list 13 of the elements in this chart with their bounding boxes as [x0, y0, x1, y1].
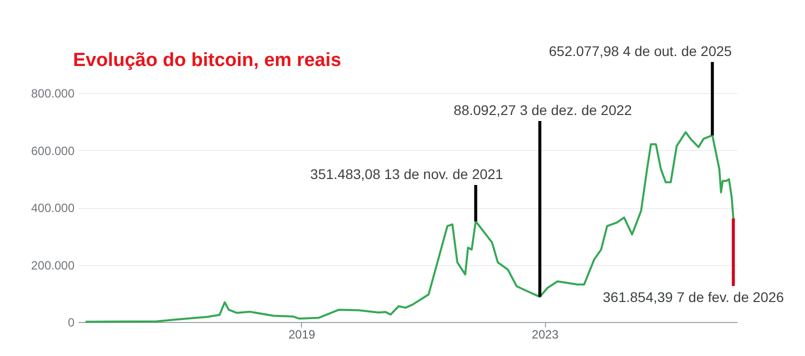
annotation: 652.077,98 4 de out. de 2025: [548, 43, 732, 59]
x-tick-label: 2019: [288, 328, 316, 342]
line-series: [84, 131, 734, 323]
annotation: 361.854,39 7 de fev. de 2026: [602, 289, 784, 305]
x-tick-label: 2023: [532, 328, 559, 342]
annotation: 88.092,27 3 de dez. de 2022: [454, 102, 632, 118]
y-tick-label: 200.000: [31, 258, 75, 272]
annotation: 351.483,08 13 de nov. de 2021: [310, 166, 504, 182]
y-tick-label: 0: [68, 316, 75, 330]
y-tick-label: 400.000: [31, 201, 75, 215]
y-tick-label: 800.000: [31, 86, 75, 100]
chart-title: Evolução do bitcoin, em reais: [73, 50, 342, 71]
y-tick-label: 600.000: [31, 144, 75, 158]
